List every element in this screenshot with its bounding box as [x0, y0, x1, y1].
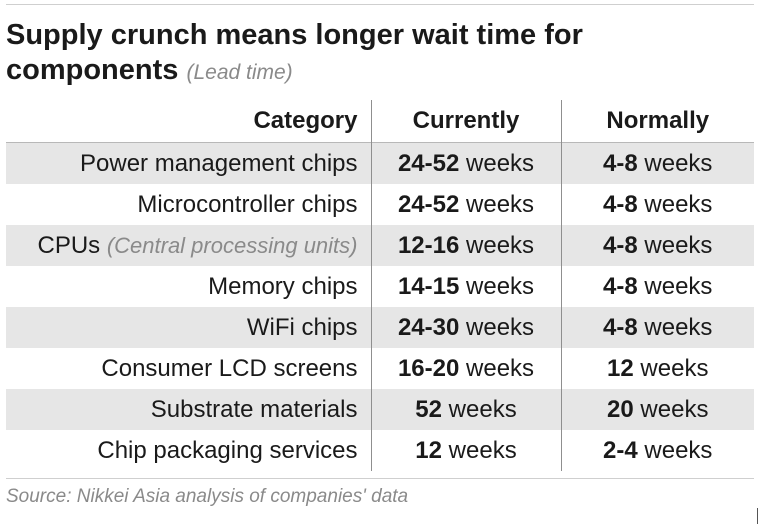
normally-cell: 12 weeks — [560, 348, 754, 389]
unit-label: weeks — [448, 395, 517, 423]
category-cell: Substrate materials — [6, 389, 371, 430]
currently-cell: 16-20 weeks — [370, 348, 561, 389]
normally-value: 4-8 — [603, 272, 638, 300]
unit-label: weeks — [466, 190, 535, 218]
unit-label: weeks — [466, 272, 535, 300]
category-cell: Power management chips — [6, 142, 371, 184]
category-cell: CPUs (Central processing units) — [6, 225, 371, 266]
normally-cell: 4-8 weeks — [560, 142, 754, 184]
unit-label: weeks — [448, 436, 517, 464]
table-row: Microcontroller chips 24-52 weeks 4-8 week… — [6, 184, 754, 225]
normally-value: 4-8 — [603, 231, 638, 259]
currently-value: 24-30 — [397, 313, 460, 341]
unit-label: weeks — [466, 313, 535, 341]
title-text: Supply crunch means longer wait time for… — [6, 19, 583, 86]
normally-value: 4-8 — [603, 149, 638, 177]
currently-value: 24-52 — [397, 149, 460, 177]
table-body: Power management chips 24-52 weeks 4-8 wee… — [6, 142, 754, 471]
category-name: Power management chips — [80, 149, 358, 177]
table-row: Substrate materials 52 weeks 20 weeks — [6, 389, 754, 430]
normally-cell: 4-8 weeks — [560, 225, 754, 266]
normally-value: 20 — [607, 395, 634, 423]
unit-label: weeks — [466, 231, 535, 259]
category-name: Memory chips — [208, 272, 358, 300]
currently-cell: 24-52 weeks — [370, 184, 561, 225]
currently-cell: 12 weeks — [370, 430, 561, 471]
normally-value: 4-8 — [603, 313, 638, 341]
header-currently: Currently — [370, 100, 561, 143]
currently-cell: 24-30 weeks — [370, 307, 561, 348]
bottom-rule — [6, 478, 754, 479]
chart-title: Supply crunch means longer wait time for… — [6, 18, 746, 90]
currently-value: 12 — [415, 436, 442, 464]
category-name: Consumer LCD screens — [101, 354, 358, 382]
category-note: (Central processing units) — [106, 232, 358, 258]
top-rule — [6, 4, 754, 5]
unit-label: weeks — [644, 190, 713, 218]
unit-label: weeks — [640, 395, 709, 423]
unit-label: weeks — [466, 149, 535, 177]
category-cell: Memory chips — [6, 266, 371, 307]
header-row: Category Currently Normally — [6, 100, 754, 143]
unit-label: weeks — [644, 149, 713, 177]
unit-label: weeks — [640, 354, 709, 382]
currently-value: 12-16 — [397, 231, 460, 259]
currently-cell: 14-15 weeks — [370, 266, 561, 307]
category-name: Chip packaging services — [97, 436, 358, 464]
normally-cell: 20 weeks — [560, 389, 754, 430]
subtitle: (Lead time) — [186, 61, 293, 84]
unit-label: weeks — [644, 272, 713, 300]
header-category: Category — [253, 107, 358, 134]
currently-value: 14-15 — [397, 272, 460, 300]
normally-cell: 2-4 weeks — [560, 430, 754, 471]
lead-time-table: Category Currently Normally Power manage… — [6, 100, 754, 471]
unit-label: weeks — [644, 313, 713, 341]
table-row: Consumer LCD screens 16-20 weeks 12 weeks — [6, 348, 754, 389]
currently-value: 16-20 — [397, 354, 460, 382]
normally-cell: 4-8 weeks — [560, 266, 754, 307]
currently-cell: 12-16 weeks — [370, 225, 561, 266]
table-row: WiFi chips 24-30 weeks 4-8 weeks — [6, 307, 754, 348]
currently-cell: 52 weeks — [370, 389, 561, 430]
normally-cell: 4-8 weeks — [560, 184, 754, 225]
header-normally: Normally — [560, 100, 754, 143]
category-cell: Consumer LCD screens — [6, 348, 371, 389]
corner-mark — [757, 508, 758, 524]
unit-label: weeks — [466, 354, 535, 382]
normally-value: 4-8 — [603, 190, 638, 218]
currently-value: 24-52 — [397, 190, 460, 218]
category-cell: Microcontroller chips — [6, 184, 371, 225]
table-row: Chip packaging services 12 weeks 2-4 weeks — [6, 430, 754, 471]
currently-cell: 24-52 weeks — [370, 142, 561, 184]
category-name: Substrate materials — [150, 395, 358, 423]
category-cell: Chip packaging services — [6, 430, 371, 471]
category-name: CPUs — [37, 231, 101, 259]
table-row: Power management chips 24-52 weeks 4-8 wee… — [6, 142, 754, 184]
table-row: Memory chips 14-15 weeks 4-8 weeks — [6, 266, 754, 307]
category-cell: WiFi chips — [6, 307, 371, 348]
currently-value: 52 — [415, 395, 442, 423]
normally-value: 12 — [607, 354, 634, 382]
category-name: Microcontroller chips — [137, 190, 358, 218]
normally-value: 2-4 — [603, 436, 638, 464]
table-row: CPUs (Central processing units) 12-16 wee… — [6, 225, 754, 266]
unit-label: weeks — [644, 231, 713, 259]
unit-label: weeks — [644, 436, 713, 464]
normally-cell: 4-8 weeks — [560, 307, 754, 348]
category-name: WiFi chips — [246, 313, 358, 341]
source-note: Source: Nikkei Asia analysis of companie… — [6, 486, 409, 507]
